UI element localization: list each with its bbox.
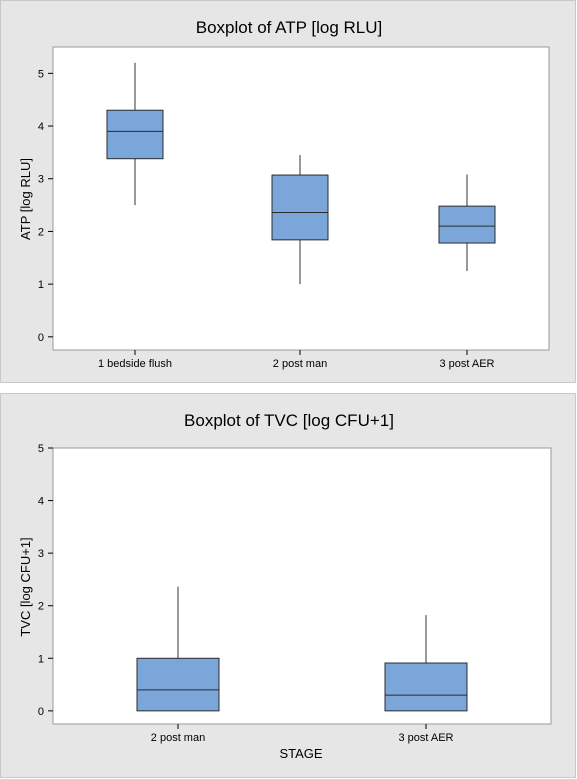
box	[438, 205, 496, 244]
x-tick-label: 3 post AER	[398, 732, 453, 744]
x-tick-label: 3 post AER	[439, 358, 494, 370]
x-axis-label: STAGE	[279, 746, 322, 761]
chart-title: Boxplot of TVC [log CFU+1]	[184, 411, 394, 430]
y-tick-label: 2	[38, 226, 44, 238]
y-axis-label: TVC [log CFU+1]	[18, 537, 33, 636]
box	[106, 109, 164, 160]
tvc-chart-panel: Boxplot of TVC [log CFU+1] TVC [log CFU+…	[0, 393, 576, 778]
y-tick-label: 3	[38, 548, 44, 560]
y-tick-label: 1	[38, 279, 44, 291]
x-tick-label: 1 bedside flush	[98, 358, 172, 370]
box	[384, 662, 468, 712]
tvc-boxplot-chart: Boxplot of TVC [log CFU+1] TVC [log CFU+…	[18, 411, 552, 761]
plot-marks: 0 1 2 3 4 5 1 bedside flush 2 post man 3 post AE…	[38, 62, 496, 370]
plot-area	[52, 447, 552, 725]
y-tick-label: 0	[38, 332, 44, 344]
atp-chart-panel: Boxplot of ATP [log RLU] ATP [log RLU] 0…	[0, 0, 576, 383]
y-tick-label: 1	[38, 653, 44, 665]
chart-title: Boxplot of ATP [log RLU]	[196, 18, 382, 37]
atp-boxplot-chart: Boxplot of ATP [log RLU] ATP [log RLU] 0…	[18, 18, 550, 370]
box	[271, 174, 329, 241]
plot-marks: 0 1 2 3 4 5 2 post man 3 post AER	[38, 443, 468, 744]
y-tick-label: 5	[38, 68, 44, 80]
y-tick-label: 3	[38, 174, 44, 186]
x-tick-label: 2 post man	[151, 732, 205, 744]
x-tick-label: 2 post man	[273, 358, 327, 370]
box	[136, 657, 220, 712]
y-tick-label: 2	[38, 601, 44, 613]
y-tick-label: 5	[38, 443, 44, 455]
y-tick-label: 4	[38, 121, 44, 133]
y-axis-label: ATP [log RLU]	[18, 158, 33, 240]
y-tick-label: 4	[38, 496, 44, 508]
y-tick-label: 0	[38, 706, 44, 718]
